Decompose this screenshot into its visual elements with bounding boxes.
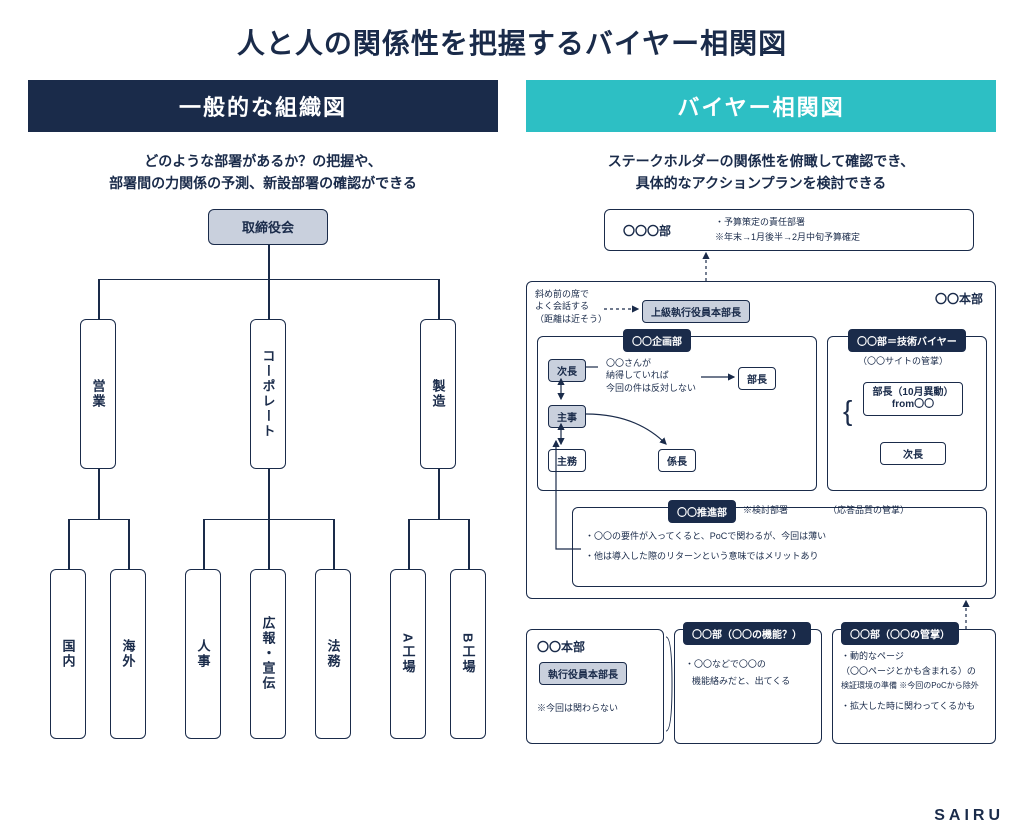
honbu2-note: ※今回は関わらない [537,702,618,715]
right-column: バイヤー相関図 ステークホルダーの関係性を俯瞰して確認でき、 具体的なアクション… [526,80,996,789]
promo-dept-label: 〇〇推進部 [668,500,736,523]
seat-note: 斜め前の席で よく会話する （距離は近そう） [535,288,607,326]
page-title: 人と人の関係性を把握するバイヤー相関図 [0,0,1024,80]
node-corp: コーポレート [250,319,286,469]
left-column: 一般的な組織図 どのような部署があるか？の把握や、 部署間の力関係の予測、新設部… [28,80,498,789]
honbu2-exec: 執行役員本部長 [539,662,627,685]
func-b2: 機能絡みだと、出てくる [692,675,790,688]
func-dept-box: 〇〇部（〇〇の機能？） ・〇〇などで〇〇の 機能絡みだと、出てくる [674,629,822,744]
plan-shumu: 主務 [548,449,586,472]
senior-exec: 上級執行役員本部長 [642,300,750,323]
tech-bucho: 部長（10月異動） from〇〇 [863,382,963,416]
top-note-2: ※年末→1月後半→2月中旬予算確定 [715,231,860,244]
promo-tag: ※検討部署 [743,504,788,517]
top-dept-label: 〇〇〇部 [623,222,671,239]
honbu2-label: 〇〇本部 [537,638,585,655]
promo-sub: （応答品質の管掌） [828,504,909,517]
promo-b2: ・他は導入した際のリターンという意味ではメリットあり [585,550,819,563]
node-pr: 広報・宣伝 [250,569,286,739]
plan-bucho: 部長 [738,367,776,390]
promo-dept-box: 〇〇推進部 ※検討部署 （応答品質の管掌） ・〇〇の要件が入ってくると、PoCで… [572,507,987,587]
top-dept-box: 〇〇〇部 ・予算策定の責任部署 ※年末→1月後半→2月中旬予算確定 [604,209,974,251]
node-hr: 人事 [185,569,221,739]
brand-logo: SAIRU [934,807,1004,825]
tech-dept-box: 〇〇部＝技術バイヤー （〇〇サイトの管掌） 部長（10月異動） from〇〇 次… [827,336,987,491]
mgmt-dept-box: 〇〇部（〇〇の管掌） ・動的なページ （〇〇ページとかも含まれる）の 検証環境の… [832,629,996,744]
func-b1: ・〇〇などで〇〇の [685,658,766,671]
left-desc-1: どのような部署があるか？の把握や、 [28,150,498,172]
right-desc: ステークホルダーの関係性を俯瞰して確認でき、 具体的なアクションプランを検討でき… [526,132,996,209]
relation-diagram: 〇〇〇部 ・予算策定の責任部署 ※年末→1月後半→2月中旬予算確定 〇〇本部 斜… [526,209,996,789]
tech-dept-label: 〇〇部＝技術バイヤー [848,329,966,352]
tech-jicho: 次長 [880,442,946,465]
node-sales: 営業 [80,319,116,469]
right-header: バイヤー相関図 [526,80,996,132]
left-desc: どのような部署があるか？の把握や、 部署間の力関係の予測、新設部署の確認ができる [28,132,498,209]
plan-shuji: 主事 [548,405,586,428]
node-overseas: 海外 [110,569,146,739]
right-desc-2: 具体的なアクションプランを検討できる [526,172,996,194]
top-note-1: ・予算策定の責任部署 [715,216,805,229]
plan-dept-label: 〇〇企画部 [623,329,691,352]
node-domestic: 国内 [50,569,86,739]
plan-jicho: 次長 [548,359,586,382]
promo-b1: ・〇〇の要件が入ってくると、PoCで関わるが、今回は薄い [585,530,826,543]
honbu-label: 〇〇本部 [935,290,983,307]
node-legal: 法務 [315,569,351,739]
right-desc-1: ステークホルダーの関係性を俯瞰して確認でき、 [526,150,996,172]
plan-note: 〇〇さんが 納得していれば 今回の件は反対しない [606,357,696,395]
tech-sub: （〇〇サイトの管掌） [858,355,948,368]
node-factory-a: A工場 [390,569,426,739]
node-mfg: 製造 [420,319,456,469]
mgmt-b4: ・拡大した時に関わってくるかも [841,700,975,713]
left-header: 一般的な組織図 [28,80,498,132]
mgmt-dept-label: 〇〇部（〇〇の管掌） [841,622,959,645]
mgmt-b3: 検証環境の準備 ※今回のPoCから除外 [841,680,979,691]
honbu2-box: 〇〇本部 執行役員本部長 ※今回は関わらない [526,629,664,744]
left-desc-2: 部署間の力関係の予測、新設部署の確認ができる [28,172,498,194]
func-dept-label: 〇〇部（〇〇の機能？） [683,622,811,645]
mgmt-b1: ・動的なページ [841,650,904,663]
plan-kakaricho: 係長 [658,449,696,472]
plan-dept-box: 〇〇企画部 次長 〇〇さんが 納得していれば 今回の件は反対しない 部長 主事 … [537,336,817,491]
mgmt-b2: （〇〇ページとかも含まれる）の [841,665,976,678]
node-factory-b: B工場 [450,569,486,739]
node-board: 取締役会 [208,209,328,245]
org-chart: 取締役会 営業 コーポレート 製造 [28,209,498,789]
honbu-container: 〇〇本部 斜め前の席で よく会話する （距離は近そう） 上級執行役員本部長 〇〇… [526,281,996,599]
